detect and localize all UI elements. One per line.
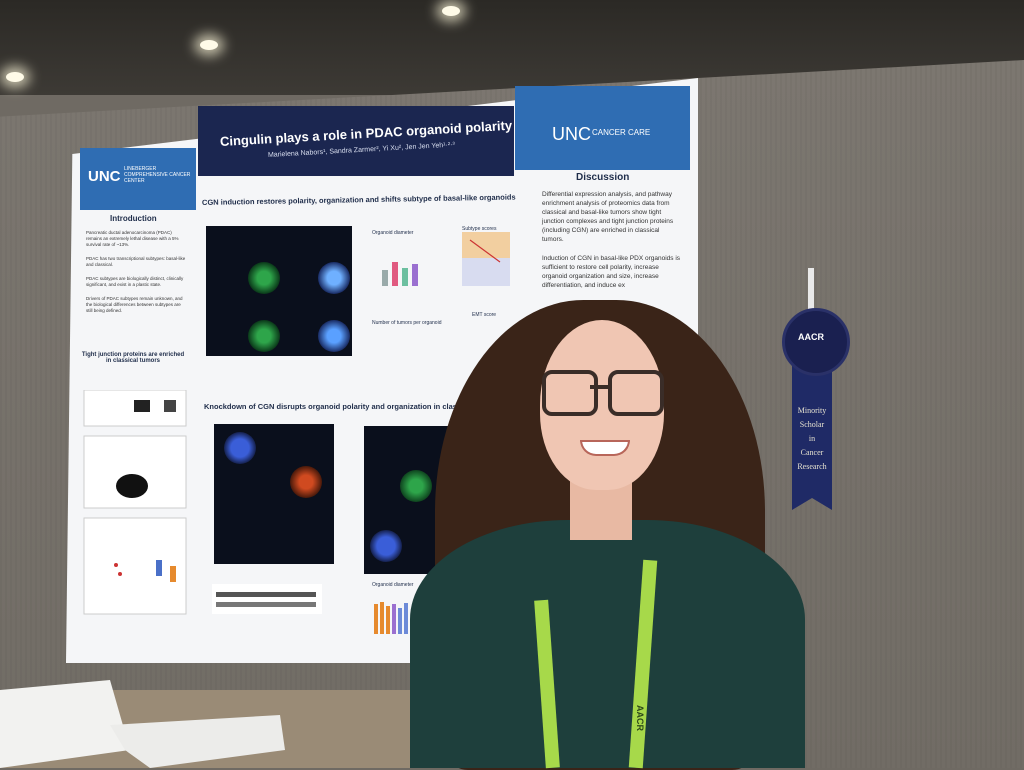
subtype-score-plot: [462, 232, 510, 286]
intro-list: Pancreatic ductal adenocarcinoma (PDAC) …: [86, 230, 186, 314]
discussion-heading: Discussion: [576, 172, 630, 183]
organoid-stain: [248, 262, 280, 294]
intro-item: Drivers of PDAC subtypes remain unknown,…: [86, 296, 183, 313]
ribbon-rosette: [782, 308, 850, 376]
ribbon-tail: [792, 360, 832, 510]
ceiling-light: [442, 6, 460, 16]
organoid-stain: [224, 432, 256, 464]
organoid-stain: [248, 320, 280, 352]
lanyard-text: AACR: [635, 705, 645, 731]
poster-right-logo-band: [515, 86, 690, 170]
unc-logo-right: UNC: [552, 124, 591, 144]
white-chair: [0, 680, 285, 768]
ribbon-pin: [808, 268, 814, 314]
ribbon-word: Cancer: [800, 448, 824, 457]
organoid-stain: [400, 470, 432, 502]
ceiling-light: [200, 40, 218, 50]
ribbon-word: Scholar: [799, 420, 825, 429]
tj-heading: Tight junction proteins are enriched in …: [81, 352, 185, 364]
discussion-item: Differential expression analysis, and pa…: [542, 191, 674, 243]
person-face: [540, 320, 664, 490]
organoid-stain: [318, 262, 350, 294]
intro-item: PDAC has two transcriptional subtypes: b…: [86, 256, 186, 267]
intro-heading: Introduction: [110, 214, 157, 223]
bar-figure-b2: [374, 602, 408, 634]
panel-organoid-diameter: Organoid diameter: [372, 230, 414, 236]
poster-left-logo-band: [80, 148, 196, 210]
intro-item: PDAC subtypes are biologically distinct,…: [86, 276, 184, 287]
intro-item: Pancreatic ductal adenocarcinoma (PDAC) …: [86, 230, 179, 247]
ribbon-badge: AACR: [798, 332, 824, 342]
ribbon-word: Minority: [797, 406, 827, 415]
organoid-stain: [318, 320, 350, 352]
bar-figure-b: [382, 262, 418, 286]
panel-tumors-per-organoid: Number of tumors per organoid: [372, 320, 442, 326]
ceiling-light: [6, 72, 24, 82]
ribbon-word: in: [808, 434, 816, 443]
unc-logo-left: UNC: [88, 168, 121, 185]
western-blot: [212, 584, 322, 614]
panel-subtype-scores: Subtype scores: [462, 226, 497, 232]
poster-title-band: [198, 106, 514, 176]
section2-heading: Knockdown of CGN disrupts organoid polar…: [204, 402, 512, 411]
glasses-bridge: [590, 385, 608, 389]
panel-emt-score: EMT score: [472, 312, 497, 318]
glasses-lens-left: [542, 370, 598, 416]
tj-figures: [83, 390, 187, 615]
discussion-item: Induction of CGN in basal-like PDX organ…: [542, 255, 681, 289]
unc-logo-left-sub: LINEBERGER COMPREHENSIVE CANCER CENTER: [124, 166, 191, 184]
glasses-lens-right: [608, 370, 664, 416]
panel-organoid-diameter-2: Organoid diameter: [372, 582, 414, 588]
organoid-stain: [290, 466, 322, 498]
organoid-stain: [370, 530, 402, 562]
ribbon-text: Minority Scholar in Cancer Research: [792, 404, 832, 474]
unc-logo-right-sub: CANCER CARE: [592, 128, 651, 137]
person-shirt: [410, 520, 805, 768]
ribbon-word: Research: [797, 462, 827, 471]
discussion-list: Differential expression analysis, and pa…: [542, 190, 682, 290]
